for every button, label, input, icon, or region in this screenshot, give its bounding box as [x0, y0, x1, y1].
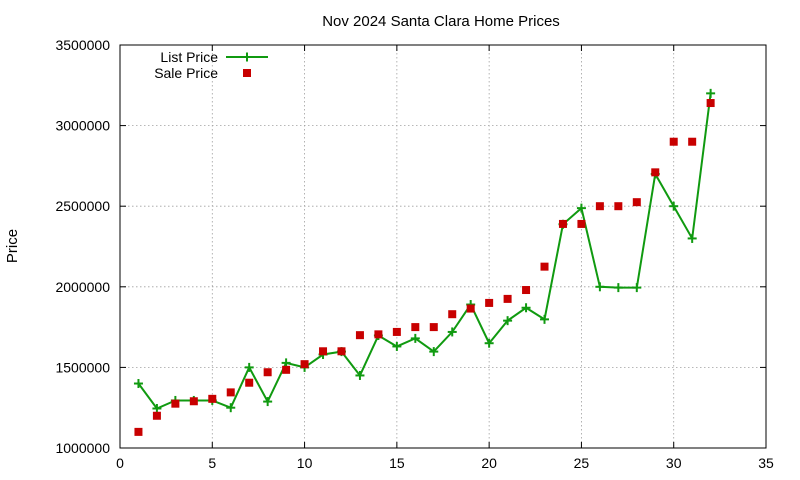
sale-price-point: [319, 347, 328, 356]
sale-price-point: [189, 397, 198, 406]
sale-price-point: [448, 310, 457, 319]
y-tick-label: 3500000: [55, 37, 110, 53]
list-price-point: [133, 379, 143, 389]
legend-marker-list-price: [242, 52, 252, 62]
list-price-point: [540, 314, 550, 324]
sale-price-point: [245, 378, 254, 387]
legend-swatch-sale-price: [243, 69, 251, 77]
list-price-point: [410, 333, 420, 343]
sale-price-point: [540, 262, 549, 271]
list-price-point: [503, 316, 513, 326]
sale-price-point: [485, 298, 494, 307]
legend-label-list-price: List Price: [160, 49, 218, 65]
x-tick-label: 5: [208, 455, 216, 471]
x-tick-label: 35: [758, 455, 774, 471]
list-price-point: [484, 338, 494, 348]
sale-price-point: [706, 99, 715, 108]
list-price-point: [226, 403, 236, 413]
sale-price-point: [226, 388, 235, 397]
sale-price-point: [669, 137, 678, 146]
grid: [120, 45, 766, 448]
list-price-point: [576, 203, 586, 213]
sale-price-point: [522, 286, 531, 295]
sale-price-point: [134, 427, 143, 436]
list-price-point: [613, 283, 623, 293]
chart-title: Nov 2024 Santa Clara Home Prices: [322, 13, 560, 30]
list-price-point: [669, 201, 679, 211]
sale-price-point: [355, 331, 364, 340]
sale-price-point: [466, 304, 475, 313]
list-price-point: [447, 327, 457, 337]
y-tick-label: 2500000: [55, 198, 110, 214]
sale-price-point: [651, 168, 660, 177]
list-price-point: [244, 362, 254, 372]
list-price-point: [521, 303, 531, 313]
list-price-point: [152, 404, 162, 414]
y-axis-title: Price: [4, 229, 21, 263]
plot-frame: [119, 44, 767, 449]
y-tick-label: 2000000: [55, 279, 110, 295]
sale-price-point: [392, 327, 401, 336]
series-layer: [133, 88, 716, 436]
sale-price-point: [374, 330, 383, 339]
y-tick-label: 3000000: [55, 118, 110, 134]
sale-price-point: [577, 219, 586, 228]
sale-price-point: [688, 137, 697, 146]
legend-label-sale-price: Sale Price: [154, 65, 218, 81]
sale-price-point: [429, 323, 438, 332]
x-tick-label: 15: [389, 455, 405, 471]
sale-price-point: [171, 399, 180, 408]
sale-price-point: [503, 294, 512, 303]
sale-price-point: [558, 219, 567, 228]
sale-price-point: [614, 202, 623, 211]
list-price-line: [137, 93, 712, 410]
x-tick-label: 0: [116, 455, 124, 471]
sale-price-point: [632, 198, 641, 207]
list-price-point: [706, 88, 716, 98]
y-tick-label: 1000000: [55, 440, 110, 456]
x-tick-label: 30: [666, 455, 682, 471]
x-tick-label: 25: [574, 455, 590, 471]
list-price-point: [392, 341, 402, 351]
axis-ticks: 0 5 10 15 20 25 30 35 1000000 1500000 2000000 25000…: [55, 37, 774, 471]
sale-price-point: [282, 365, 291, 374]
list-price-point: [429, 347, 439, 357]
sale-price-point: [152, 411, 161, 420]
sale-price-point: [300, 360, 309, 369]
sale-price-point: [263, 368, 272, 377]
list-price-point: [595, 282, 605, 292]
list-price-point: [632, 283, 642, 293]
y-tick-label: 1500000: [55, 359, 110, 375]
sale-price-point: [337, 347, 346, 356]
list-price-point: [263, 397, 273, 407]
sale-price-point: [208, 394, 217, 403]
list-price-point: [355, 370, 365, 380]
sale-price-point: [411, 323, 420, 332]
x-tick-label: 20: [481, 455, 497, 471]
list-price-point: [687, 233, 697, 243]
x-tick-label: 10: [297, 455, 313, 471]
sale-price-point: [595, 202, 604, 211]
